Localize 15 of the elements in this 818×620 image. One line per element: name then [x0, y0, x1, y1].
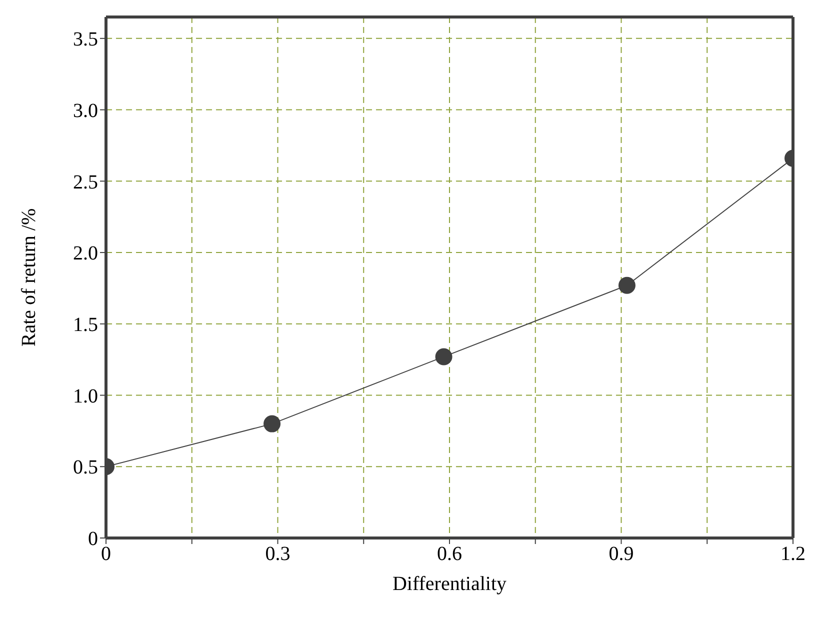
y-tick-label: 1.5 [73, 314, 98, 336]
y-tick-label: 2.5 [73, 171, 98, 194]
y-tick-label: 3.5 [73, 28, 98, 51]
x-tick-label: 0.3 [265, 543, 290, 566]
y-axis-title: Rate of return /% [18, 208, 40, 347]
x-tick-label: 0.9 [608, 543, 634, 566]
y-tick-label: 3.0 [73, 100, 98, 122]
x-tick-label: 0.6 [437, 543, 462, 566]
x-tick-label: 1.2 [780, 543, 806, 566]
y-tick-label: 1.0 [73, 385, 98, 408]
y-tick-label: 0.5 [73, 456, 98, 479]
y-tick-label: 2.0 [73, 242, 98, 265]
point [435, 348, 452, 366]
x-axis-title: Differentiality [392, 573, 507, 595]
y-tick-label: 0 [88, 528, 98, 550]
